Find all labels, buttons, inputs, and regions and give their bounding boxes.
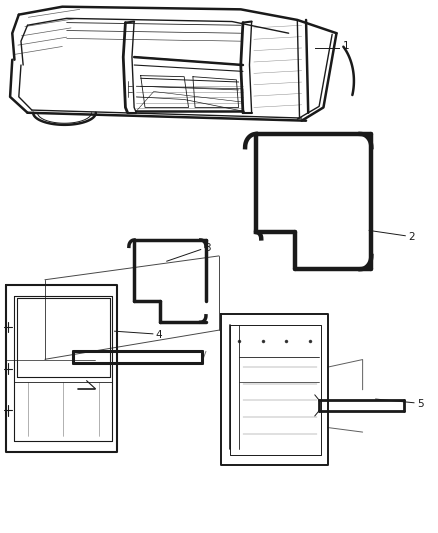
Text: 5: 5 <box>417 399 424 409</box>
Text: 3: 3 <box>204 243 210 253</box>
Text: 4: 4 <box>156 330 162 341</box>
Text: 2: 2 <box>408 232 415 243</box>
Text: 1: 1 <box>343 42 350 52</box>
